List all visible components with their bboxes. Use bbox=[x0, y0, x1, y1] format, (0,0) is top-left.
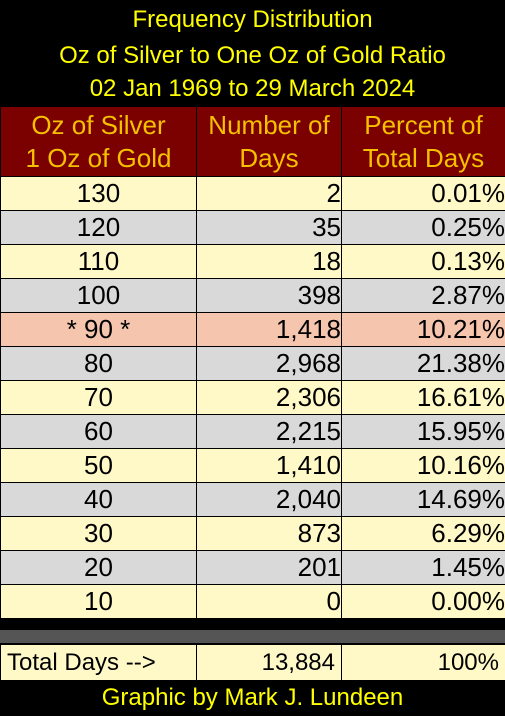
table-row: 40 2,040 14.69% bbox=[0, 482, 505, 517]
percent-cell: 16.61% bbox=[341, 380, 505, 415]
percent-cell: 6.29% bbox=[341, 516, 505, 551]
percent-cell: 2.87% bbox=[341, 278, 505, 313]
percent-cell: 0.13% bbox=[341, 244, 505, 279]
header-percent-line-2: Total Days bbox=[362, 142, 485, 173]
ratio-cell: 20 bbox=[0, 550, 197, 585]
table-row: 110 18 0.13% bbox=[0, 244, 505, 279]
header-days-line-1: Number of bbox=[208, 109, 330, 140]
ratio-cell: 130 bbox=[0, 176, 197, 211]
ratio-cell: 40 bbox=[0, 482, 197, 517]
header-ratio: Oz of Silver 1 Oz of Gold bbox=[0, 106, 197, 177]
ratio-cell: 80 bbox=[0, 346, 197, 381]
header-ratio-line-2: 1 Oz of Gold bbox=[25, 142, 172, 173]
title-line-3: 02 Jan 1969 to 29 March 2024 bbox=[89, 75, 416, 102]
days-cell: 2 bbox=[196, 176, 342, 211]
credit-footer: Graphic by Mark J. Lundeen bbox=[0, 681, 505, 716]
percent-cell: 10.16% bbox=[341, 448, 505, 483]
days-cell: 1,410 bbox=[196, 448, 342, 483]
table-row: 70 2,306 16.61% bbox=[0, 380, 505, 415]
percent-cell: 1.45% bbox=[341, 550, 505, 585]
days-cell: 398 bbox=[196, 278, 342, 313]
ratio-cell: 110 bbox=[0, 244, 197, 279]
percent-cell: 10.21% bbox=[341, 312, 505, 347]
total-row: Total Days --> 13,884 100% bbox=[0, 644, 505, 681]
ratio-cell: 50 bbox=[0, 448, 197, 483]
table-row: 50 1,410 10.16% bbox=[0, 448, 505, 483]
ratio-cell: 10 bbox=[0, 584, 197, 619]
title-line-2: Oz of Silver to One Oz of Gold Ratio bbox=[59, 42, 446, 69]
total-row-table: Total Days --> 13,884 100% bbox=[0, 644, 505, 681]
days-cell: 873 bbox=[196, 516, 342, 551]
table-row: 10 0 0.00% bbox=[0, 584, 505, 619]
days-cell: 0 bbox=[196, 584, 342, 619]
header-days-line-2: Days bbox=[239, 142, 299, 173]
frequency-table: Oz of Silver 1 Oz of Gold Number of Days… bbox=[0, 106, 505, 619]
header-row: Oz of Silver 1 Oz of Gold Number of Days… bbox=[0, 106, 505, 177]
percent-cell: 14.69% bbox=[341, 482, 505, 517]
days-cell: 35 bbox=[196, 210, 342, 245]
days-cell: 201 bbox=[196, 550, 342, 585]
ratio-cell: 60 bbox=[0, 414, 197, 449]
days-cell: 2,040 bbox=[196, 482, 342, 517]
header-percent-line-1: Percent of bbox=[364, 109, 483, 140]
separator-bar bbox=[0, 630, 505, 643]
title-block: Frequency Distribution Oz of Silver to O… bbox=[0, 0, 505, 106]
days-cell: 1,418 bbox=[196, 312, 342, 347]
table-row: 20 201 1.45% bbox=[0, 550, 505, 585]
total-percent: 100% bbox=[341, 644, 505, 681]
header-days: Number of Days bbox=[196, 106, 342, 177]
ratio-cell: 30 bbox=[0, 516, 197, 551]
table-row: 130 2 0.01% bbox=[0, 176, 505, 211]
ratio-cell: * 90 * bbox=[0, 312, 197, 347]
table-row: 100 398 2.87% bbox=[0, 278, 505, 313]
table-row: 30 873 6.29% bbox=[0, 516, 505, 551]
days-cell: 2,215 bbox=[196, 414, 342, 449]
percent-cell: 21.38% bbox=[341, 346, 505, 381]
table-row: 120 35 0.25% bbox=[0, 210, 505, 245]
table-row-highlighted: * 90 * 1,418 10.21% bbox=[0, 312, 505, 347]
ratio-cell: 120 bbox=[0, 210, 197, 245]
ratio-cell: 70 bbox=[0, 380, 197, 415]
header-ratio-line-1: Oz of Silver bbox=[31, 109, 166, 140]
table-row: 60 2,215 15.95% bbox=[0, 414, 505, 449]
percent-cell: 0.01% bbox=[341, 176, 505, 211]
table-row: 80 2,968 21.38% bbox=[0, 346, 505, 381]
days-cell: 18 bbox=[196, 244, 342, 279]
total-label: Total Days --> bbox=[0, 644, 197, 681]
total-days: 13,884 bbox=[196, 644, 342, 681]
ratio-cell: 100 bbox=[0, 278, 197, 313]
percent-cell: 15.95% bbox=[341, 414, 505, 449]
days-cell: 2,306 bbox=[196, 380, 342, 415]
title-line-1: Frequency Distribution bbox=[132, 6, 373, 33]
percent-cell: 0.00% bbox=[341, 584, 505, 619]
days-cell: 2,968 bbox=[196, 346, 342, 381]
header-percent: Percent of Total Days bbox=[341, 106, 505, 177]
percent-cell: 0.25% bbox=[341, 210, 505, 245]
